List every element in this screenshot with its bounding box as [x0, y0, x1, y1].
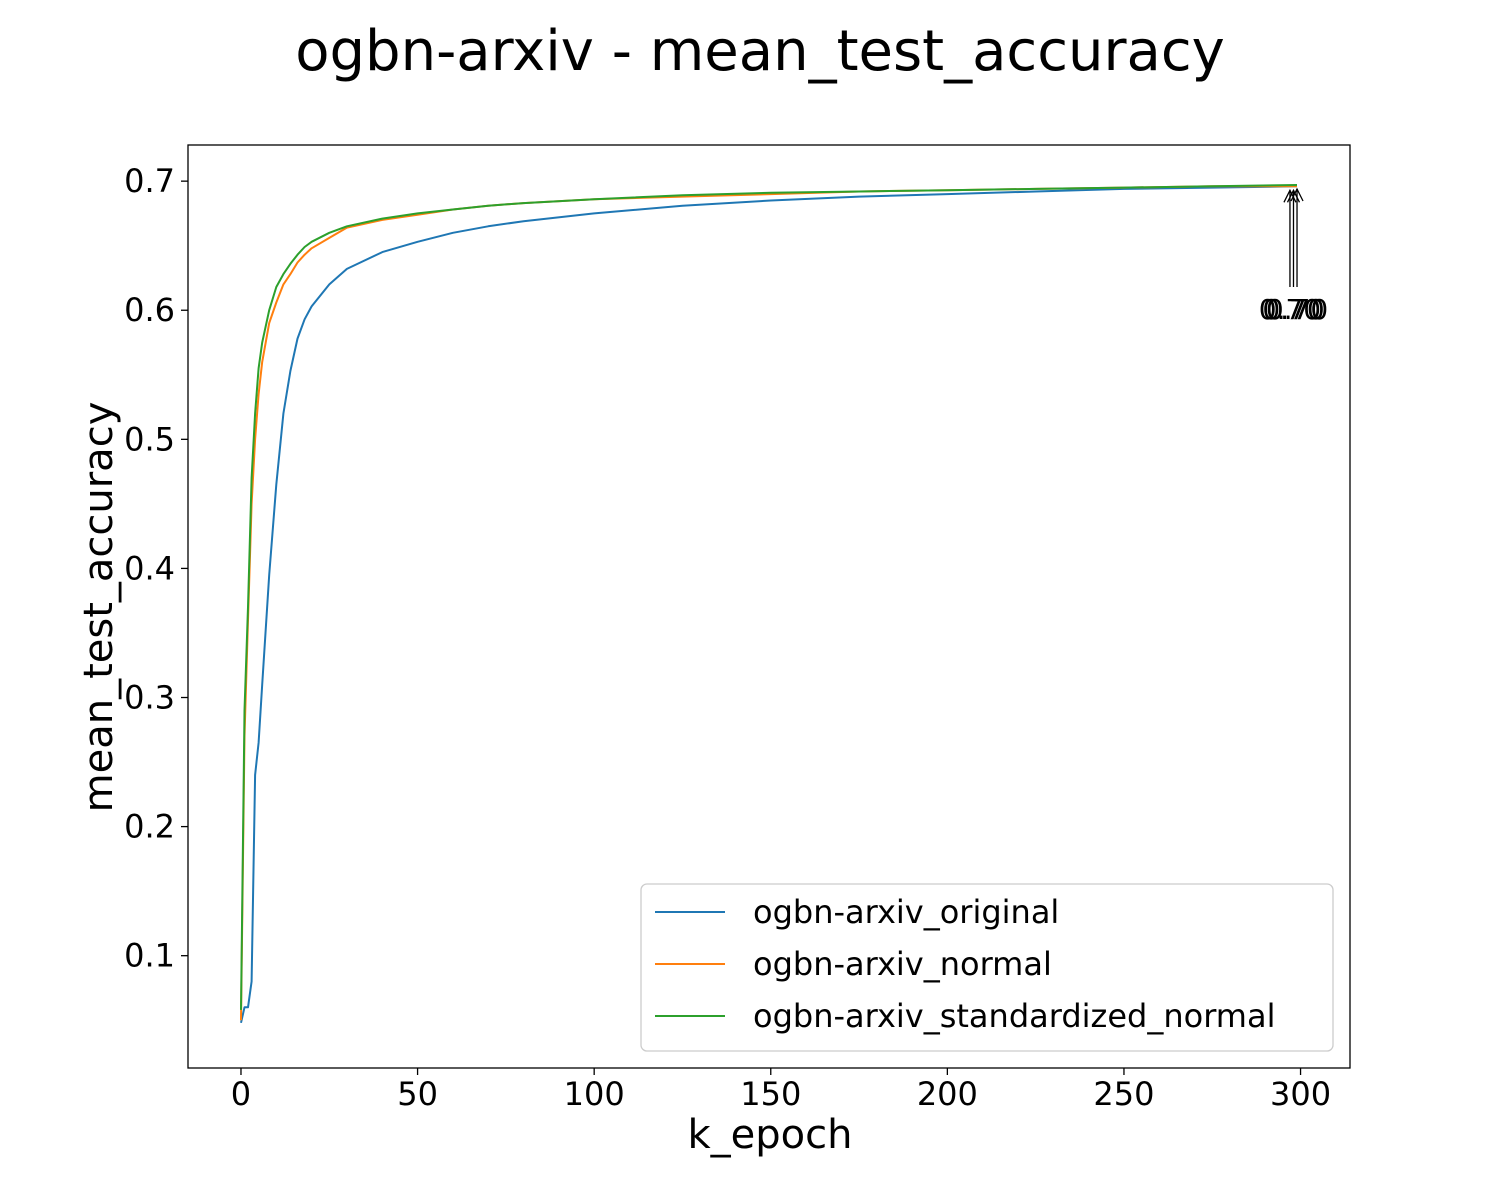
x-tick-label: 50: [397, 1075, 438, 1113]
chart-title: ogbn-arxiv - mean_test_accuracy: [295, 19, 1225, 84]
x-tick-label: 200: [917, 1075, 978, 1113]
y-tick-label: 0.6: [124, 291, 175, 329]
y-tick-label: 0.2: [124, 808, 175, 846]
y-tick-label: 0.4: [124, 549, 175, 587]
annotation-label: 0.70: [1262, 293, 1324, 326]
y-axis-label: mean_test_accuracy: [76, 402, 122, 813]
x-tick-label: 100: [564, 1075, 625, 1113]
y-tick-label: 0.7: [124, 162, 175, 200]
series-line-ogbn-arxiv_standardized_normal: [240, 184, 1298, 1010]
y-tick-label: 0.5: [124, 420, 175, 458]
legend-label-ogbn-arxiv_original: ogbn-arxiv_original: [753, 893, 1059, 931]
annotation-label: 0.70: [1259, 293, 1321, 326]
x-axis-label: k_epoch: [688, 1112, 853, 1158]
series-line-ogbn-arxiv_original: [240, 185, 1298, 1024]
legend-label-ogbn-arxiv_normal: ogbn-arxiv_normal: [753, 945, 1052, 983]
legend-box: [640, 883, 1334, 1052]
plot-frame: [187, 144, 1351, 1069]
x-tick-label: 300: [1270, 1075, 1331, 1113]
y-tick-label: 0.1: [124, 937, 175, 975]
annotation-arrow-head: [1290, 187, 1304, 202]
x-tick-label: 0: [231, 1075, 251, 1113]
legend-label-ogbn-arxiv_standardized_normal: ogbn-arxiv_standardized_normal: [753, 997, 1275, 1035]
y-tick-label: 0.3: [124, 679, 175, 717]
x-tick-label: 250: [1093, 1075, 1154, 1113]
x-tick-label: 150: [740, 1075, 801, 1113]
annotation-label: 0.70: [1266, 293, 1328, 326]
plot-area: 0.700.700.700 50 100 150 200 250 3000.10.20.30…: [124, 144, 1351, 1113]
